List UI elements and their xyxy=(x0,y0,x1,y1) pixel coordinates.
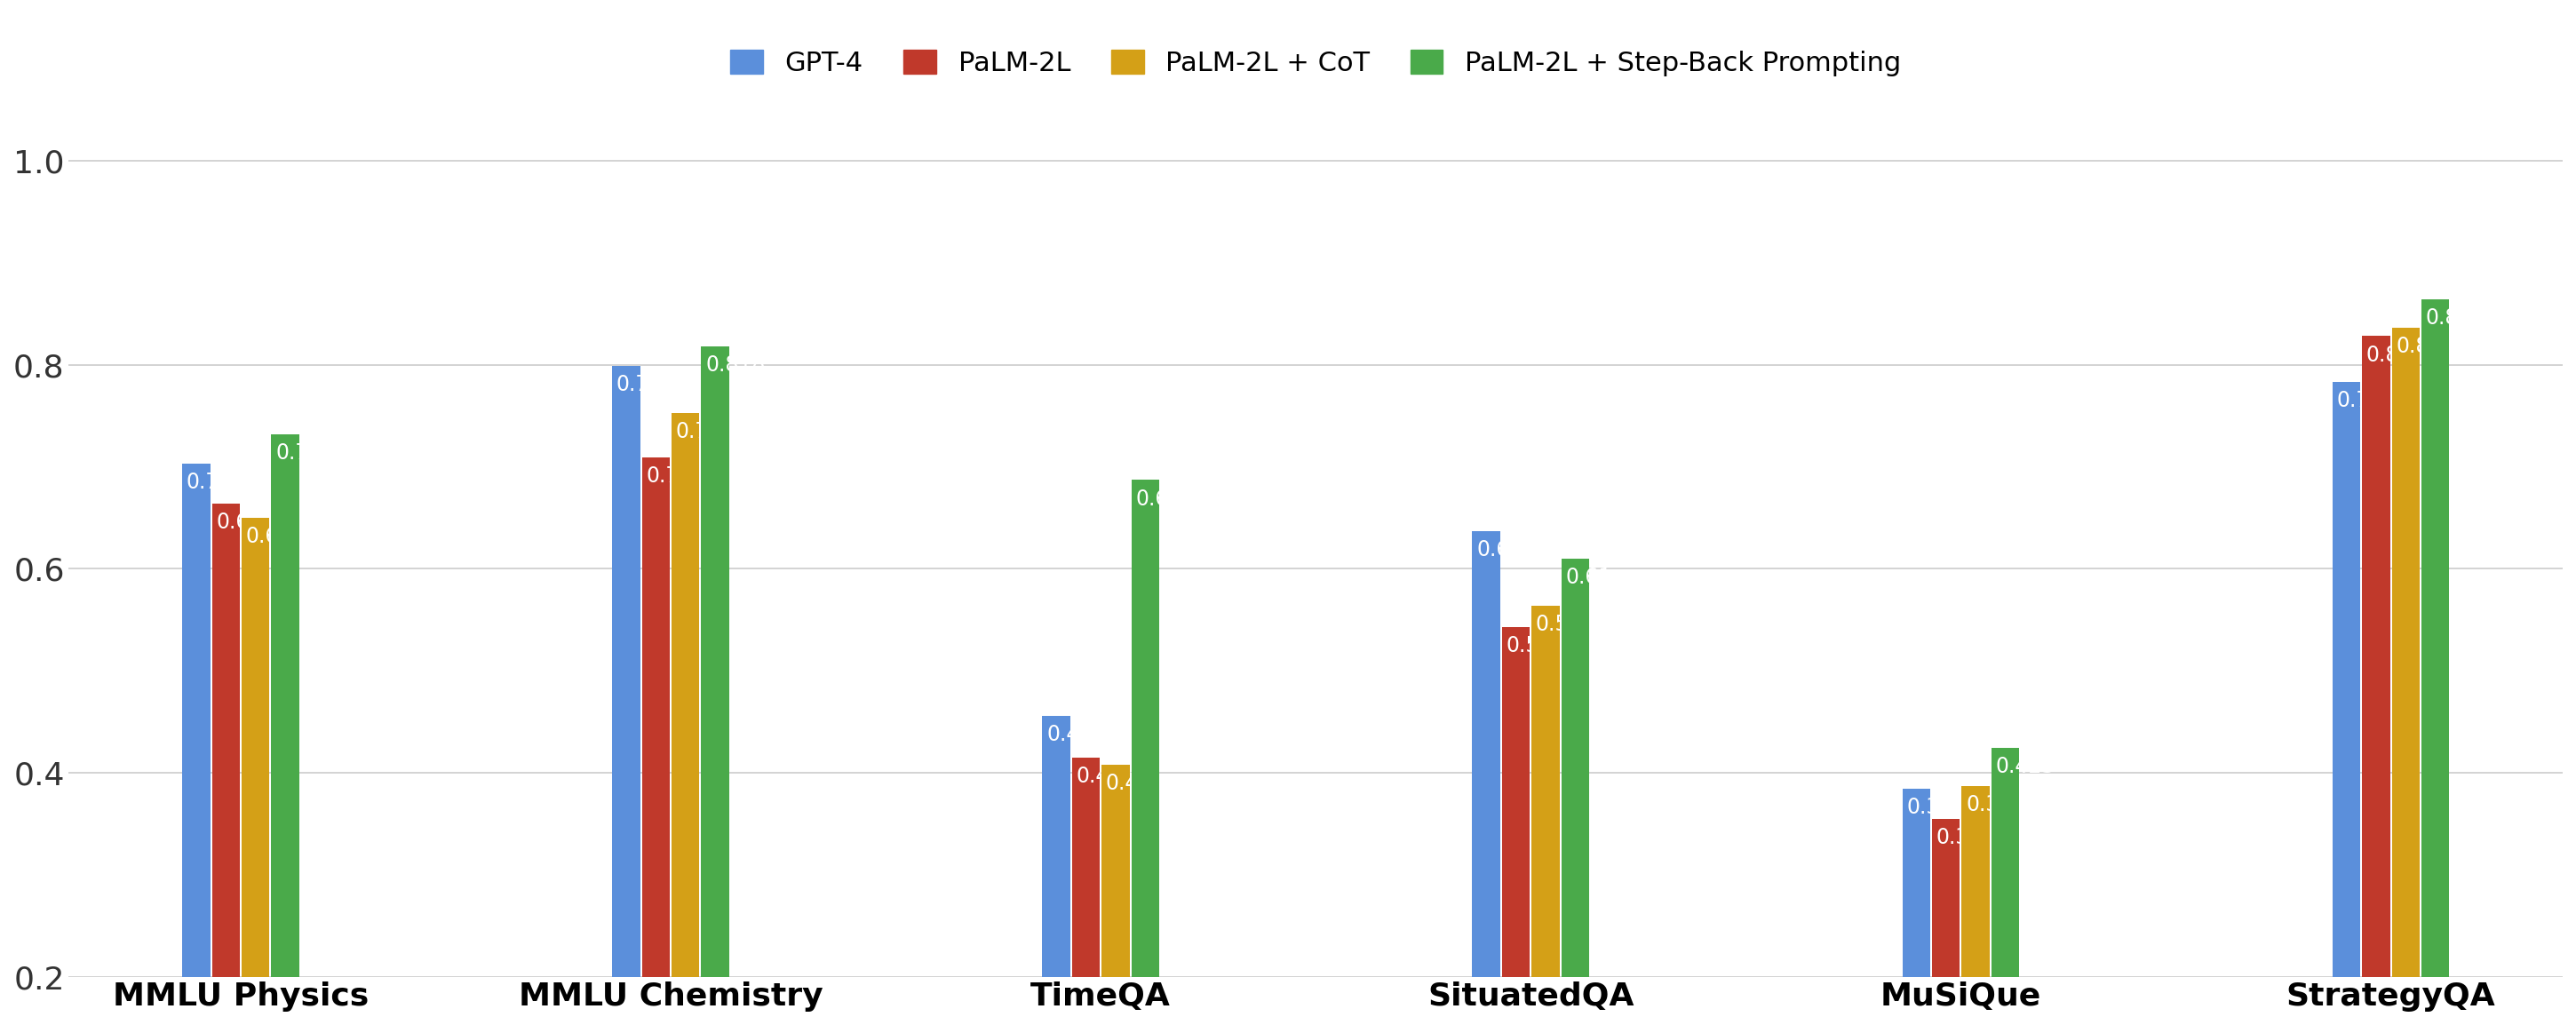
Text: 0.703: 0.703 xyxy=(185,472,247,493)
Text: 0.664: 0.664 xyxy=(216,511,276,533)
Text: 0.799: 0.799 xyxy=(616,374,677,396)
Bar xyxy=(1103,765,1128,1025)
Text: 0.415: 0.415 xyxy=(1077,766,1136,787)
Text: 0.408: 0.408 xyxy=(1105,773,1167,794)
Bar xyxy=(1072,757,1100,1025)
Bar xyxy=(1991,747,2020,1025)
Bar xyxy=(1561,559,1589,1025)
Legend: GPT-4, PaLM-2L, PaLM-2L + CoT, PaLM-2L + Step-Back Prompting: GPT-4, PaLM-2L, PaLM-2L + CoT, PaLM-2L +… xyxy=(716,36,1914,90)
Text: 0.385: 0.385 xyxy=(1906,796,1965,818)
Bar xyxy=(2331,382,2360,1025)
Text: 0.564: 0.564 xyxy=(1535,614,1597,636)
Bar xyxy=(2391,328,2419,1025)
Bar xyxy=(641,457,670,1025)
Text: 0.355: 0.355 xyxy=(1937,827,1996,849)
Bar xyxy=(1473,531,1499,1025)
Text: 0.387: 0.387 xyxy=(1965,794,2025,816)
Bar xyxy=(1043,715,1069,1025)
Bar xyxy=(1131,480,1159,1025)
Text: 0.836: 0.836 xyxy=(2396,336,2455,358)
Bar xyxy=(183,463,211,1025)
Bar xyxy=(1963,786,1989,1025)
Bar xyxy=(2362,336,2391,1025)
Text: 0.543: 0.543 xyxy=(1507,636,1566,656)
Text: 0.687: 0.687 xyxy=(1136,488,1195,509)
Bar xyxy=(1502,627,1530,1025)
Text: 0.456: 0.456 xyxy=(1046,724,1108,745)
Bar xyxy=(613,366,641,1025)
Bar xyxy=(1901,788,1929,1025)
Text: 0.637: 0.637 xyxy=(1476,539,1535,561)
Bar xyxy=(2421,299,2450,1025)
Text: 0.732: 0.732 xyxy=(276,442,335,463)
Bar xyxy=(672,413,701,1025)
Bar xyxy=(1533,606,1558,1025)
Bar xyxy=(1932,819,1960,1025)
Text: 0.61: 0.61 xyxy=(1566,567,1613,588)
Bar xyxy=(211,503,240,1025)
Text: 0.864: 0.864 xyxy=(2427,308,2486,329)
Bar xyxy=(701,346,729,1025)
Text: 0.425: 0.425 xyxy=(1996,755,2056,777)
Text: 0.709: 0.709 xyxy=(647,465,706,487)
Text: 0.783: 0.783 xyxy=(2336,391,2396,411)
Text: 0.753: 0.753 xyxy=(675,421,737,442)
Bar xyxy=(242,518,270,1025)
Text: 0.818: 0.818 xyxy=(706,355,765,376)
Text: 0.65: 0.65 xyxy=(245,526,294,547)
Bar xyxy=(270,434,299,1025)
Text: 0.828: 0.828 xyxy=(2367,344,2427,366)
